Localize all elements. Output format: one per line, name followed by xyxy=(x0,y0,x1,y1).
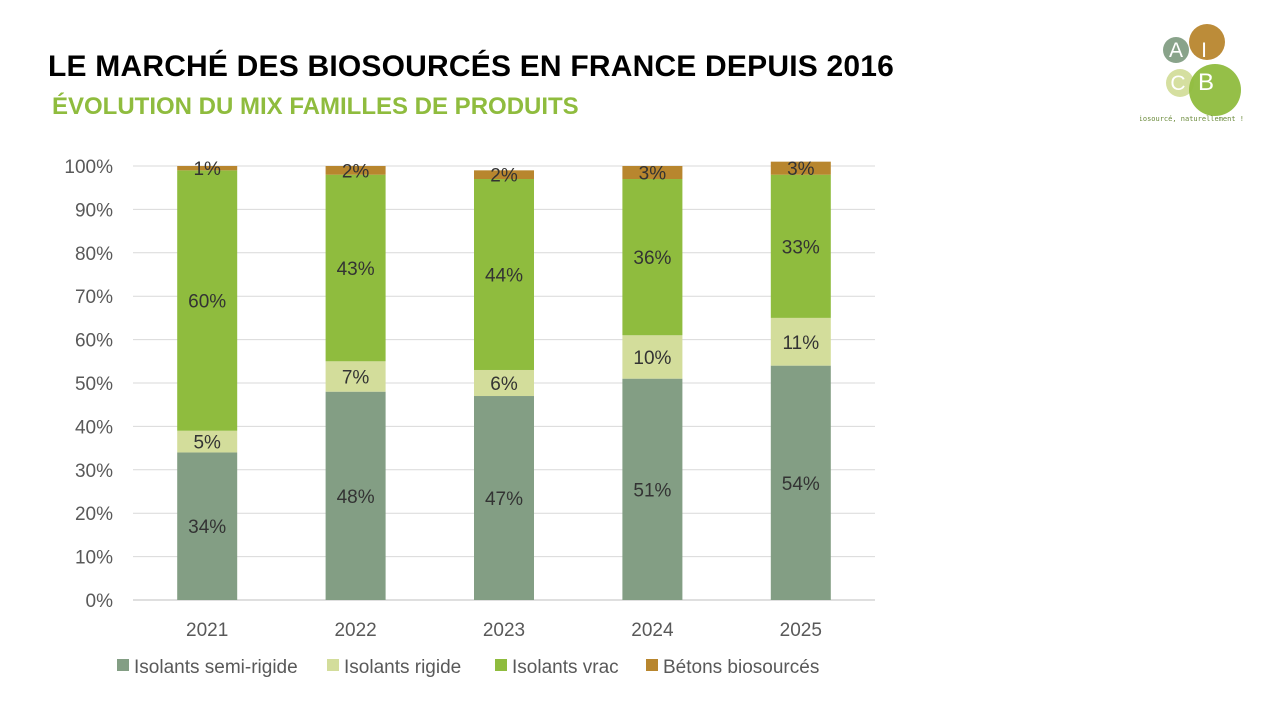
bar-segment xyxy=(622,166,683,180)
x-tick-label: 2021 xyxy=(186,620,228,641)
data-label: 6% xyxy=(490,374,518,395)
data-label: 3% xyxy=(639,164,667,185)
data-label: 1% xyxy=(193,159,221,180)
data-label: 43% xyxy=(337,259,375,280)
y-tick-label: 40% xyxy=(75,417,113,438)
bar-segment xyxy=(474,170,534,180)
legend-label: Bétons biosourcés xyxy=(663,657,819,678)
logo-circle-a xyxy=(1163,37,1189,63)
bar-segment xyxy=(622,179,683,336)
data-label: 2% xyxy=(490,166,518,187)
bar-segment xyxy=(474,179,534,370)
data-label: 36% xyxy=(633,248,671,269)
bar-segment xyxy=(325,391,386,600)
logo-circle-c xyxy=(1166,69,1194,97)
logo-letter-c: C xyxy=(1170,72,1185,95)
x-tick-label: 2024 xyxy=(631,620,674,641)
y-tick-label: 10% xyxy=(75,548,113,569)
y-tick-label: 0% xyxy=(86,591,114,612)
bar-segment xyxy=(770,365,831,600)
bar-segment xyxy=(474,369,534,397)
logo-letter-a: A xyxy=(1169,39,1183,62)
x-tick-label: 2025 xyxy=(780,620,822,641)
bar-segment xyxy=(474,396,534,600)
data-label: 11% xyxy=(782,333,819,354)
bar-segment xyxy=(622,335,683,379)
data-label: 47% xyxy=(485,489,523,510)
bar-segment xyxy=(325,166,386,175)
data-label: 54% xyxy=(782,474,820,495)
bar-segment xyxy=(325,361,386,392)
data-label: 10% xyxy=(633,348,671,369)
legend-swatch xyxy=(117,659,129,671)
data-label: 2% xyxy=(342,161,370,182)
data-label: 3% xyxy=(787,159,815,180)
data-label: 60% xyxy=(188,292,226,313)
data-label: 48% xyxy=(337,487,375,508)
legend-swatch xyxy=(327,659,339,671)
bar-segment xyxy=(177,452,238,600)
bar-segment xyxy=(325,174,386,362)
x-tick-label: 2023 xyxy=(483,620,525,641)
data-label: 44% xyxy=(485,266,523,287)
y-tick-label: 20% xyxy=(75,504,113,525)
y-tick-label: 70% xyxy=(75,287,113,308)
data-label: 33% xyxy=(782,237,820,258)
bar-segment xyxy=(177,166,238,171)
data-label: 7% xyxy=(342,367,370,388)
bar-segment xyxy=(770,317,831,366)
legend-label: Isolants semi-rigide xyxy=(134,657,298,678)
logo-tagline: Biosourcé, naturellement ! xyxy=(1140,115,1244,123)
bar-segment xyxy=(770,174,831,318)
data-label: 5% xyxy=(193,433,221,454)
page-title: LE MARCHÉ DES BIOSOURCÉS EN FRANCE DEPUI… xyxy=(48,50,895,83)
logo-letter-b: B xyxy=(1198,69,1214,96)
bar-segment xyxy=(622,378,683,600)
legend-swatch xyxy=(495,659,507,671)
y-tick-label: 100% xyxy=(64,157,113,178)
bar-segment xyxy=(177,430,238,453)
bar-segment xyxy=(177,170,238,431)
y-tick-label: 50% xyxy=(75,374,113,395)
y-tick-label: 90% xyxy=(75,200,113,221)
y-tick-label: 80% xyxy=(75,244,113,265)
legend-label: Isolants vrac xyxy=(512,657,619,678)
data-label: 51% xyxy=(633,480,671,501)
data-label: 34% xyxy=(188,517,226,538)
bar-segment xyxy=(770,161,831,175)
aicb-logo: A I C B Biosourcé, naturellement ! xyxy=(1140,24,1244,123)
logo-letter-i: I xyxy=(1201,39,1207,62)
y-tick-label: 60% xyxy=(75,331,113,352)
logo-circle-i xyxy=(1189,24,1225,60)
legend-label: Isolants rigide xyxy=(344,657,461,678)
logo-circle-b xyxy=(1189,64,1241,116)
y-tick-label: 30% xyxy=(75,461,113,482)
x-tick-label: 2022 xyxy=(334,620,376,641)
page-subtitle: ÉVOLUTION DU MIX FAMILLES DE PRODUITS xyxy=(52,93,579,120)
legend-swatch xyxy=(646,659,658,671)
